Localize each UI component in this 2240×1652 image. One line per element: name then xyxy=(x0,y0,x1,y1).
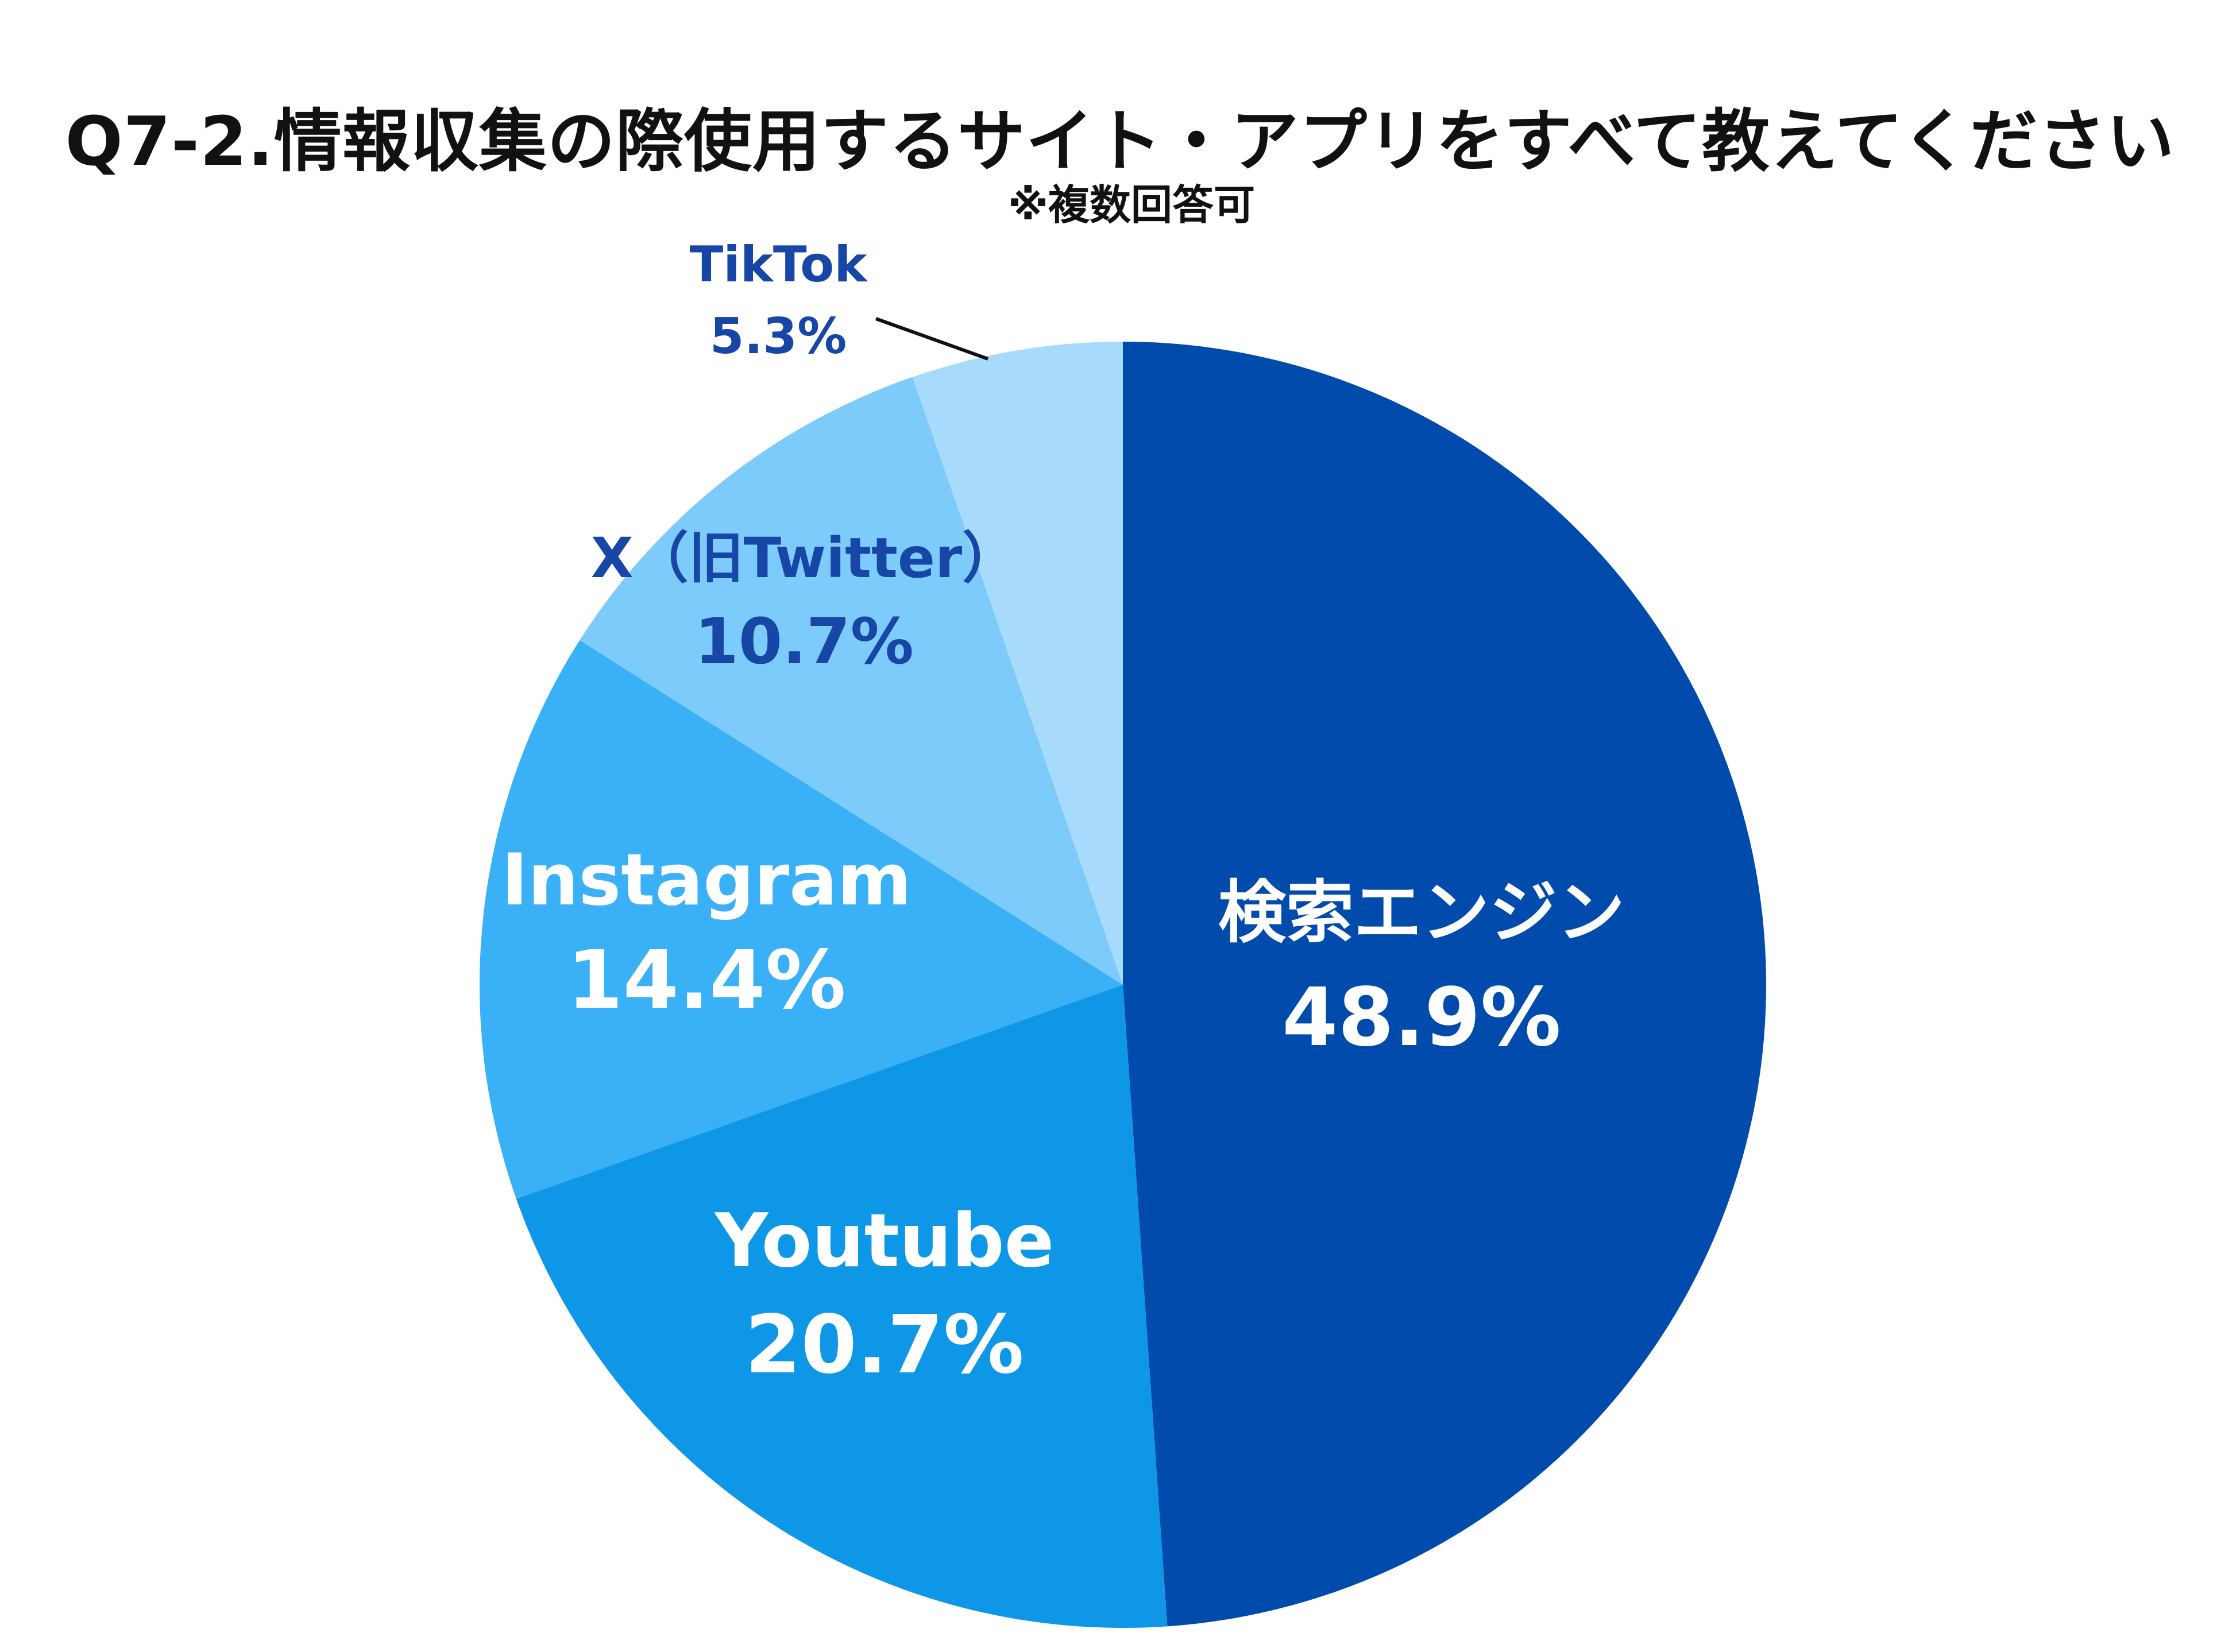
slice-value-label: 20.7% xyxy=(745,1298,1024,1392)
pie-slice xyxy=(516,985,1168,1628)
slice-value-label: 48.9% xyxy=(1282,971,1561,1065)
leader-lines xyxy=(875,317,989,361)
slice-label: Youtube xyxy=(714,1198,1055,1284)
slice-value-label: 10.7% xyxy=(694,605,914,678)
pie-slices xyxy=(480,342,1766,1628)
pie-slice xyxy=(1123,342,1766,1627)
slice-label: 検索エンジン xyxy=(1218,873,1625,952)
chart-subtitle: ※複数回答可 xyxy=(1008,181,1255,229)
slice-label: Instagram xyxy=(501,839,912,922)
slice-value-label: 5.3% xyxy=(710,308,847,365)
pie-slice xyxy=(912,342,1123,985)
pie-slice xyxy=(480,640,1123,1199)
leader-line xyxy=(875,317,989,361)
chart-title: Q7-2.情報収集の際使用するサイト・アプリをすべて教えてください xyxy=(65,102,2175,181)
slice-labels: 検索エンジン 48.9% Youtube 20.7% Instagram 14.4% X（旧… xyxy=(501,236,1625,1392)
slice-label: X（旧Twitter） xyxy=(591,526,1018,590)
pie-slice xyxy=(580,377,1123,985)
slice-label: TikTok xyxy=(690,236,868,293)
slice-value-label: 14.4% xyxy=(567,934,846,1027)
